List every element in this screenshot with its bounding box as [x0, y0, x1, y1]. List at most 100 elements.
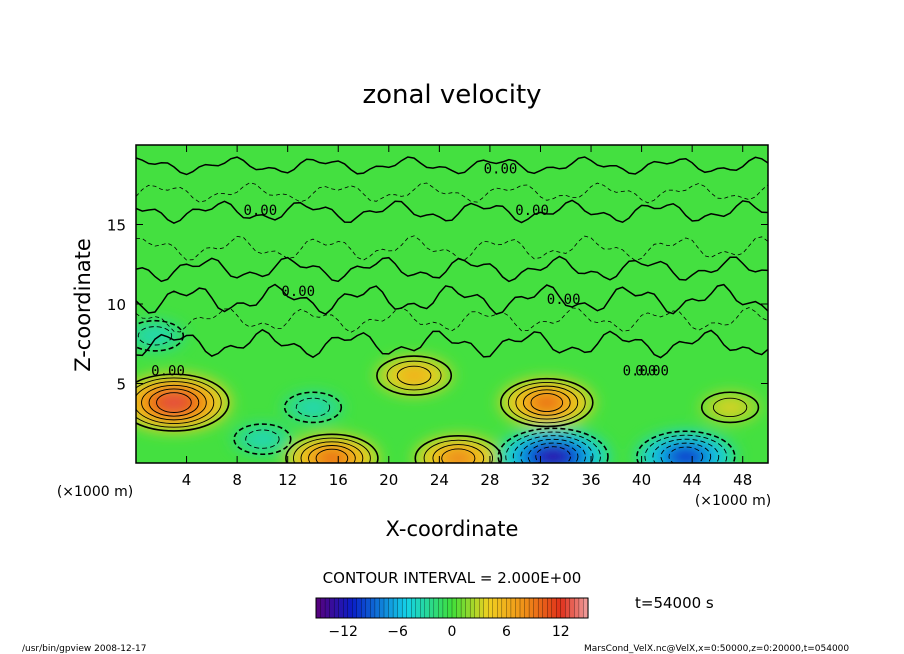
contour-line — [712, 397, 748, 418]
field-level — [542, 449, 564, 463]
contour-line — [414, 434, 503, 463]
zero-contour — [136, 283, 768, 316]
zero-contour — [136, 199, 768, 225]
y-tick-label: 5 — [116, 376, 126, 394]
zero-contour — [136, 156, 768, 176]
colorbar-cell — [415, 597, 421, 619]
colorbar-cell — [433, 597, 439, 619]
colorbar-cell — [533, 597, 539, 619]
colorbar — [315, 597, 589, 619]
colorbar-cell — [365, 597, 371, 619]
colorbar-cell — [542, 597, 548, 619]
colorbar-cell — [460, 597, 467, 619]
weak-contour — [136, 235, 768, 262]
y-tick-label: 10 — [107, 296, 126, 314]
contour-line — [700, 391, 760, 424]
velocity-field — [136, 319, 761, 463]
colorbar-cell — [560, 597, 566, 619]
contour-line — [505, 431, 601, 463]
contour-label: 0.00 — [547, 292, 581, 308]
contour-line — [530, 393, 564, 413]
contour-line — [136, 319, 185, 352]
contour-label: 0.00 — [635, 364, 669, 380]
contour-line — [636, 430, 736, 463]
contour-line — [308, 445, 356, 463]
colorbar-cell — [497, 597, 503, 619]
contour-line — [507, 381, 586, 424]
chart-title: zonal velocity — [362, 80, 541, 110]
field-level — [724, 403, 736, 411]
contour-line — [283, 391, 343, 424]
contour-line — [396, 365, 432, 386]
contour-label: 0.00 — [515, 203, 549, 219]
colorbar-cell — [556, 597, 562, 619]
contour-label: 0.00 — [243, 203, 277, 219]
colorbar-cell — [447, 597, 453, 619]
x-tick-label: 32 — [531, 471, 550, 489]
x-tick-label: 8 — [232, 471, 242, 489]
colorbar-cell — [356, 597, 362, 619]
colorbar-cell — [547, 597, 553, 619]
colorbar-cell — [492, 597, 498, 619]
colorbar-cell — [320, 597, 326, 619]
colorbar-cell — [347, 597, 353, 619]
y-axis-ticks: 5 10 15 — [107, 217, 768, 394]
colorbar-cell — [397, 597, 403, 619]
field-level — [406, 370, 422, 381]
colorbar-cell — [551, 597, 557, 619]
contour-line — [136, 377, 222, 428]
contour-line — [295, 397, 331, 418]
contour-line — [233, 423, 292, 456]
contour-line — [520, 438, 586, 463]
colorbar-cell — [352, 597, 358, 619]
contour-line — [136, 373, 230, 432]
x-tick-label: 28 — [480, 471, 499, 489]
contour-line — [441, 448, 476, 463]
colorbar-cell — [370, 597, 376, 619]
colorbar-ticks: −12 −6 0 6 12 — [328, 624, 569, 640]
contour-line — [376, 355, 453, 396]
contour-label: 0.00 — [623, 364, 657, 380]
footer-left: /usr/bin/gpview 2008-12-17 — [22, 644, 146, 654]
colorbar-cell — [528, 597, 535, 619]
weak-contour — [136, 182, 768, 204]
colorbar-cell — [501, 597, 507, 619]
colorbar-cell — [479, 597, 485, 619]
x-tick-label: 40 — [632, 471, 651, 489]
colorbar-cell — [392, 597, 399, 619]
colorbar-cell — [537, 597, 544, 619]
contour-line — [522, 389, 571, 416]
contour-line — [315, 448, 349, 463]
colorbar-cell — [420, 597, 426, 619]
colorbar-cell — [483, 597, 489, 619]
contour-line — [137, 326, 173, 346]
x-tick-label: 24 — [430, 471, 449, 489]
contour-label: 0.00 — [281, 284, 315, 300]
contour-labels: 0.000.00 0.000.00 0.000.00 0.000.00 — [151, 162, 669, 380]
colorbar-cell — [424, 597, 430, 619]
zero-contour — [136, 255, 768, 283]
contour-line — [668, 446, 704, 463]
contour-line — [499, 377, 594, 428]
contour-line — [300, 441, 364, 463]
contour-line — [386, 360, 442, 391]
colorbar-cell — [361, 597, 367, 619]
contour-line — [535, 446, 571, 463]
plot-area — [136, 145, 768, 463]
colorbar-cell — [451, 597, 458, 619]
x-axis-unit-left: (×1000 m) — [57, 484, 133, 500]
contour-label: 0.00 — [151, 364, 185, 380]
colorbar-cell — [565, 597, 571, 619]
x-axis-ticks: 4 8 12 16 20 24 28 32 36 40 44 48 — [182, 145, 752, 489]
field-level — [537, 396, 556, 409]
colorbar-frame — [315, 597, 589, 619]
field-background — [136, 145, 768, 463]
x-tick-label: 44 — [683, 471, 702, 489]
zero-contour — [136, 328, 768, 359]
time-label: t=54000 s — [635, 594, 714, 612]
contour-line — [652, 438, 720, 463]
field-level — [307, 403, 319, 411]
colorbar-cell — [401, 597, 408, 619]
x-tick-label: 4 — [182, 471, 192, 489]
x-axis-label: X-coordinate — [386, 517, 519, 541]
